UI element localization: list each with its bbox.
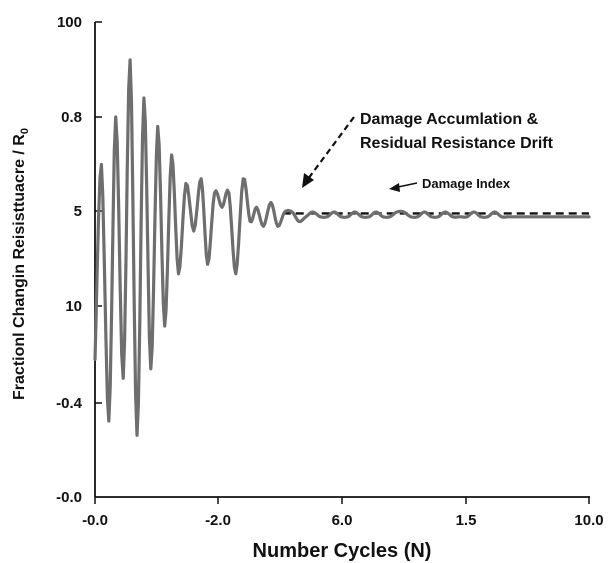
- x-axis-title: Number Cycles (N): [253, 540, 432, 562]
- annotation-dashed-arrow-shaft: [307, 116, 355, 180]
- x-tick-label: 10.0: [574, 512, 603, 529]
- y-tick-label: -0.4: [56, 395, 83, 412]
- series-line-damped-oscillation: [93, 58, 591, 437]
- x-tick-label: -2.0: [205, 512, 231, 529]
- annotation-arrow-head: [302, 173, 314, 188]
- y-tick-label: 100: [57, 14, 82, 31]
- x-tick-label: -0.0: [82, 512, 108, 529]
- y-axis-title: Fractionl Changin Reisisttuacre / R0: [11, 128, 31, 400]
- annotation-damage-index: Damage Index: [389, 176, 511, 192]
- x-tick-label: 1.5: [456, 512, 477, 529]
- y-tick-label: 0.8: [61, 109, 82, 126]
- y-axis-title-subscript: 0: [19, 128, 31, 134]
- y-tick-label: 10: [65, 298, 82, 315]
- annotation-text-line-1: Damage Accumlation &: [360, 111, 539, 128]
- annotation-text-damage-index: Damage Index: [422, 176, 511, 191]
- annotation-damage-accumulation: Damage Accumlation & Residual Resistance…: [302, 111, 554, 188]
- y-ticks: 100 0.8 5 10 -0.4 -0.0: [56, 14, 102, 506]
- annotation-arrow-shaft: [397, 182, 418, 188]
- annotation-text-line-2: Residual Resistance Drift: [360, 135, 554, 152]
- x-ticks: -0.0 -2.0 6.0 1.5 10.0: [82, 497, 604, 529]
- y-tick-label: -0.0: [56, 489, 82, 506]
- annotation-arrow-head: [389, 183, 400, 192]
- x-tick-label: 6.0: [332, 512, 353, 529]
- y-axis-title-main: Fractionl Changin Reisisttuacre / R: [11, 134, 28, 400]
- y-tick-label: 5: [74, 203, 82, 220]
